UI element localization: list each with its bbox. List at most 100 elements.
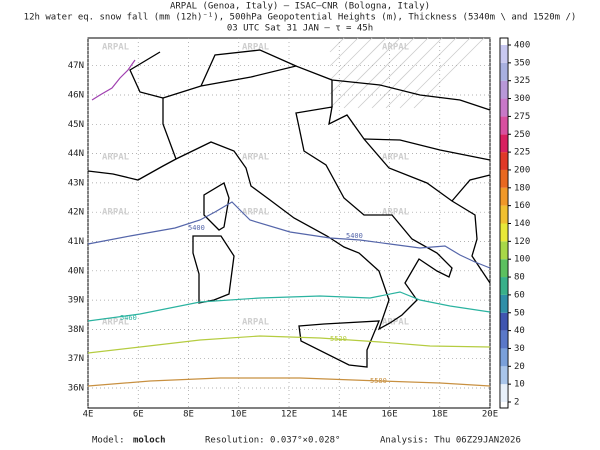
lat-label: 47N (68, 61, 84, 71)
header-line: 03 UTC Sat 31 JAN – τ = 45h (227, 24, 373, 34)
lon-label: 10E (231, 410, 247, 420)
lat-label: 46N (68, 91, 84, 101)
header-line: ARPAL (Genoa, Italy) – ISAC–CNR (Bologna… (170, 2, 430, 12)
colorbar-label: 160 (514, 201, 530, 211)
colorbar-outline (499, 37, 509, 409)
colorbar-label: 350 (514, 58, 530, 68)
watermark: ARPAL (242, 208, 270, 218)
border (129, 49, 491, 202)
colorbar-swatch (500, 384, 508, 402)
colorbar-label: 325 (514, 76, 530, 86)
colorbar-swatch (500, 152, 508, 170)
colorbar: 2 10 20 30 40 50 60 80 100 120 140 160 180 200 225 250 2… (499, 37, 530, 409)
colorbar-label: 200 (514, 165, 530, 175)
watermark: ARPAL (242, 43, 270, 53)
lat-label: 38N (68, 325, 84, 335)
colorbar-label: 180 (514, 183, 530, 193)
colorbar-label: 50 (514, 308, 525, 318)
colorbar-swatch (500, 116, 508, 135)
colorbar-swatch (500, 205, 508, 224)
footer-analysis: Analysis: Thu 06Z29JAN2026 (380, 436, 521, 446)
lon-label: 20E (482, 410, 498, 420)
contour-labels: 5400 5400 5460 5520 5580 (120, 224, 387, 385)
footer-model: moloch (133, 436, 166, 446)
colorbar-label: 2 (514, 398, 519, 408)
colorbar-label: 30 (514, 344, 525, 354)
colorbar-swatch (500, 80, 508, 99)
colorbar-swatch (500, 241, 508, 260)
colorbar-swatch (500, 134, 508, 153)
colorbar-swatch (500, 169, 508, 188)
coastline (87, 106, 491, 331)
footer-resolution: Resolution: 0.037°×0.028° (205, 436, 340, 446)
lat-label: 36N (68, 384, 84, 394)
lat-label: 39N (68, 296, 84, 306)
colorbar-swatch (500, 348, 508, 367)
sicily (298, 320, 380, 368)
watermark: ARPAL (242, 153, 270, 163)
contour-label: 5400 (346, 232, 363, 240)
colorbar-swatch (500, 187, 508, 206)
contour (91, 59, 136, 101)
watermark: ARPAL (242, 318, 270, 328)
lon-label: 8E (183, 410, 194, 420)
hatch-line (329, 37, 387, 95)
lon-label: 18E (432, 410, 448, 420)
header-line: 12h water eq. snow fall (mm (12h)⁻¹), 50… (24, 13, 577, 23)
hatching (329, 37, 485, 109)
lon-label: 16E (381, 410, 397, 420)
contour (87, 291, 491, 322)
watermark: ARPAL (382, 318, 410, 328)
colorbar-swatch (500, 98, 508, 117)
contour (87, 201, 491, 269)
colorbar-swatch (500, 62, 508, 81)
lat-label: 41N (68, 237, 84, 247)
colorbar-label: 225 (514, 148, 530, 158)
colorbar-label: 20 (514, 362, 525, 372)
hatch-line (329, 37, 345, 53)
colorbar-swatch (500, 45, 508, 63)
map: ARPAL ARPAL ARPAL ARPAL ARPAL ARPAL ARPAL ARPAL… (68, 37, 498, 420)
watermark: ARPAL (102, 153, 130, 163)
colorbar-label: 80 (514, 273, 525, 283)
colorbar-swatch (500, 223, 508, 242)
hatch-line (385, 37, 457, 109)
colorbar-swatch (500, 312, 508, 331)
colorbar-label: 275 (514, 112, 530, 122)
colorbar-label: 100 (514, 255, 530, 265)
lat-label: 40N (68, 266, 84, 276)
axis-labels: 36N 37N 38N 39N 40N 41N 42N 43N 44N 45N 46N 47N 4E 6E… (68, 61, 498, 419)
lat-label: 43N (68, 178, 84, 188)
hatch-line (371, 37, 443, 109)
lat-label: 44N (68, 149, 84, 159)
lat-label: 42N (68, 208, 84, 218)
lon-label: 12E (281, 410, 297, 420)
watermark: ARPAL (102, 43, 130, 53)
colorbar-swatch (500, 330, 508, 349)
watermark: ARPAL (102, 318, 130, 328)
colorbar-label: 60 (514, 290, 525, 300)
hatch-line (329, 37, 373, 81)
contour-label: 5400 (188, 224, 205, 232)
contour-label: 5520 (330, 335, 347, 343)
lon-label: 14E (331, 410, 347, 420)
hatch-line (343, 37, 415, 109)
lat-label: 45N (68, 120, 84, 130)
hatch-line (399, 37, 471, 109)
contour-label: 5580 (370, 377, 387, 385)
colorbar-swatch (500, 366, 508, 385)
lat-label: 37N (68, 354, 84, 364)
colorbar-label: 120 (514, 237, 530, 247)
sardinia (192, 235, 235, 304)
colorbar-swatch (500, 277, 508, 295)
watermarks: ARPAL ARPAL ARPAL ARPAL ARPAL ARPAL ARPAL ARPAL… (102, 43, 410, 328)
hatch-line (357, 37, 429, 109)
contour (87, 335, 491, 354)
colorbar-swatch (500, 294, 508, 313)
colorbar-label: 300 (514, 94, 530, 104)
footer-model-label: Model: (92, 436, 125, 446)
colorbar-label: 400 (514, 41, 530, 51)
colorbar-label: 10 (514, 380, 525, 390)
watermark: ARPAL (382, 43, 410, 53)
